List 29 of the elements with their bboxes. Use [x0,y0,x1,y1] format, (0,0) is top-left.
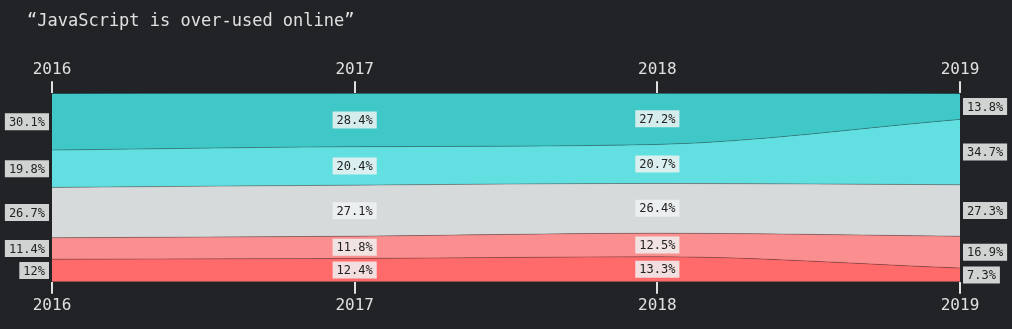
chart-title: “JavaScript is over-used online” [27,10,355,30]
data-label: 13.3% [639,262,677,277]
x-tick-label: 2018 [638,294,677,314]
data-label: 12.5% [639,238,677,253]
data-label: 12% [23,263,46,278]
data-label: 12.4% [336,263,374,278]
data-label: 20.7% [639,157,677,172]
data-label: 30.1% [8,114,46,129]
x-tick-label: 2019 [940,294,980,314]
x-tick-label: 2017 [335,294,374,314]
data-label: 27.3% [967,203,1004,218]
x2-tick-label: 2016 [32,58,72,78]
data-label: 7.3% [967,268,997,283]
data-label: 11.4% [8,241,46,256]
data-label: 27.2% [639,111,677,126]
data-label: 13.8% [967,99,1004,114]
data-label: 11.8% [336,240,374,255]
x-tick-label: 2016 [32,294,72,314]
data-label: 16.9% [967,245,1004,260]
data-label: 28.4% [336,113,374,128]
x2-tick-label: 2019 [940,58,980,78]
data-label: 26.4% [639,201,677,216]
data-label: 34.7% [967,145,1004,160]
data-label: 27.1% [336,203,374,218]
data-label: 19.8% [8,161,46,176]
data-label: 26.7% [8,205,46,220]
data-label: 20.4% [336,159,374,174]
x2-tick-label: 2018 [638,58,677,78]
x2-tick-label: 2017 [335,58,374,78]
